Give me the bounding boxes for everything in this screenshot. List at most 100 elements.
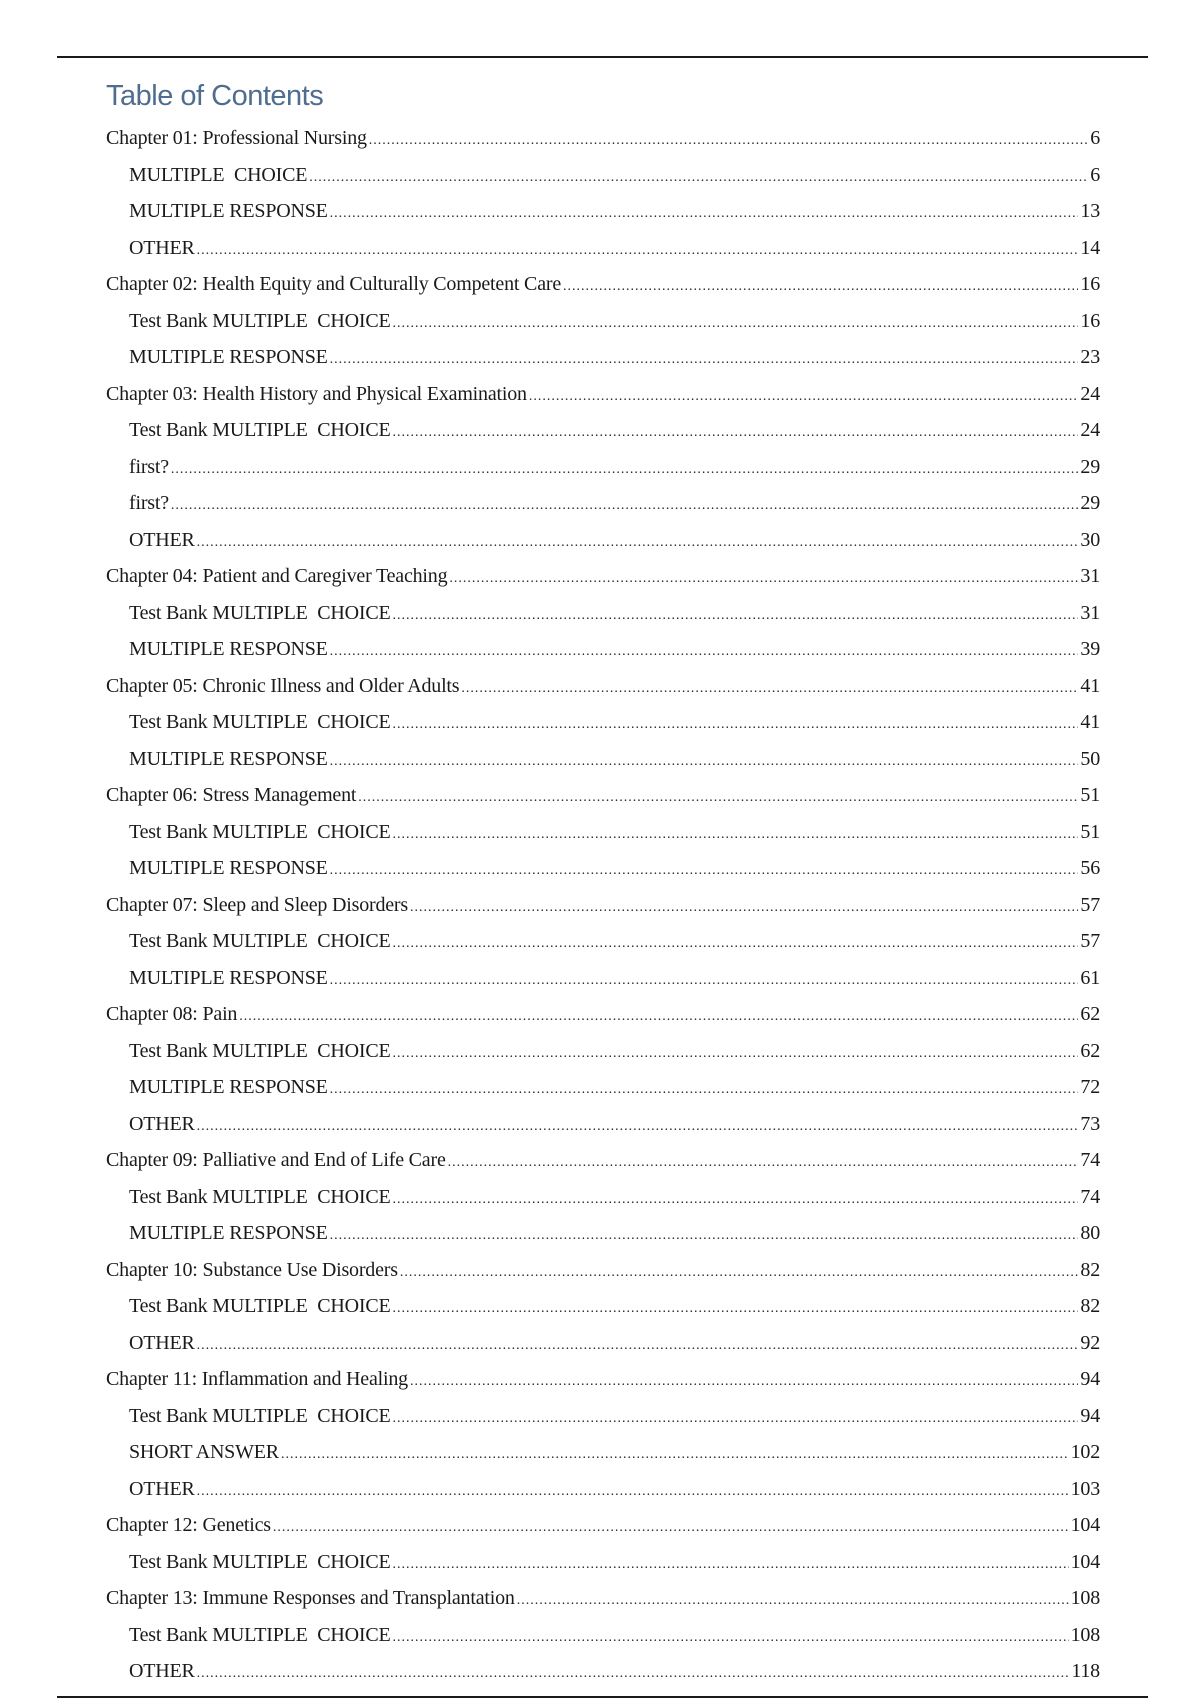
toc-section-entry[interactable]: MULTIPLE RESPONSE 72 xyxy=(106,1069,1100,1106)
dot-leader xyxy=(393,817,1079,854)
toc-section-entry[interactable]: Test Bank MULTIPLE CHOICE 24 xyxy=(106,412,1100,449)
entry-page-number: 23 xyxy=(1080,346,1100,368)
toc-section-entry[interactable]: Test Bank MULTIPLE CHOICE 74 xyxy=(106,1179,1100,1216)
entry-page-number: 24 xyxy=(1080,419,1100,441)
dot-leader xyxy=(393,1547,1069,1584)
entry-label: OTHER xyxy=(129,236,195,259)
dot-leader xyxy=(393,1620,1069,1657)
toc-chapter-entry[interactable]: Chapter 12: Genetics 104 xyxy=(106,1507,1100,1544)
entry-page-number: 108 xyxy=(1070,1587,1101,1609)
entry-label: OTHER xyxy=(129,528,195,551)
toc-section-entry[interactable]: MULTIPLE RESPONSE 39 xyxy=(106,631,1100,668)
entry-page-number: 6 xyxy=(1090,163,1100,186)
dot-leader xyxy=(197,1328,1079,1365)
entry-label: Test Bank MULTIPLE CHOICE xyxy=(129,601,391,624)
dot-leader xyxy=(197,1109,1079,1146)
entry-page-number: 29 xyxy=(1080,455,1100,478)
dot-leader xyxy=(400,1255,1079,1292)
toc-section-entry[interactable]: OTHER 73 xyxy=(106,1106,1100,1143)
toc-section-entry[interactable]: MULTIPLE RESPONSE 61 xyxy=(106,960,1100,997)
entry-label: Chapter 10: Substance Use Disorders xyxy=(106,1258,398,1281)
dot-leader xyxy=(393,1182,1079,1219)
toc-section-entry[interactable]: OTHER 118 xyxy=(106,1653,1100,1690)
dot-leader xyxy=(517,1583,1069,1620)
entry-page-number: 57 xyxy=(1080,893,1100,916)
entry-page-number: 29 xyxy=(1080,492,1100,514)
entry-label: MULTIPLE CHOICE xyxy=(129,163,308,186)
entry-label: Chapter 04: Patient and Caregiver Teachi… xyxy=(106,565,448,587)
entry-label: Chapter 05: Chronic Illness and Older Ad… xyxy=(106,674,460,697)
dot-leader xyxy=(358,780,1078,817)
entry-label: Test Bank MULTIPLE CHOICE xyxy=(129,820,391,843)
entry-label: Test Bank MULTIPLE CHOICE xyxy=(129,1185,391,1208)
dot-leader xyxy=(448,1145,1079,1182)
toc-section-entry[interactable]: MULTIPLE RESPONSE 56 xyxy=(106,850,1100,887)
dot-leader xyxy=(171,488,1078,525)
entry-page-number: 61 xyxy=(1080,966,1100,989)
entry-label: Chapter 01: Professional Nursing xyxy=(106,127,367,149)
toc-section-entry[interactable]: OTHER 30 xyxy=(106,522,1100,559)
dot-leader xyxy=(330,1072,1079,1109)
entry-page-number: 104 xyxy=(1070,1514,1101,1536)
dot-leader xyxy=(171,452,1078,489)
entry-label: MULTIPLE RESPONSE xyxy=(129,857,328,879)
toc-section-entry[interactable]: Test Bank MULTIPLE CHOICE 82 xyxy=(106,1288,1100,1325)
toc-chapter-entry[interactable]: Chapter 04: Patient and Caregiver Teachi… xyxy=(106,558,1100,595)
toc-section-entry[interactable]: Test Bank MULTIPLE CHOICE 57 xyxy=(106,923,1100,960)
entry-label: Test Bank MULTIPLE CHOICE xyxy=(129,1039,391,1062)
entry-label: Chapter 12: Genetics xyxy=(106,1514,271,1536)
entry-label: OTHER xyxy=(129,1331,195,1354)
toc-chapter-entry[interactable]: Chapter 10: Substance Use Disorders 82 xyxy=(106,1252,1100,1289)
entry-page-number: 6 xyxy=(1090,127,1100,149)
toc-chapter-entry[interactable]: Chapter 11: Inflammation and Healing 94 xyxy=(106,1361,1100,1398)
toc-section-entry[interactable]: SHORT ANSWER 102 xyxy=(106,1434,1100,1471)
entry-page-number: 108 xyxy=(1070,1623,1101,1646)
toc-section-entry[interactable]: OTHER 14 xyxy=(106,230,1100,267)
entry-page-number: 118 xyxy=(1071,1660,1100,1682)
entry-label: OTHER xyxy=(129,1112,195,1135)
toc-section-entry[interactable]: MULTIPLE RESPONSE 13 xyxy=(106,193,1100,230)
toc-chapter-entry[interactable]: Chapter 03: Health History and Physical … xyxy=(106,376,1100,413)
entry-label: Chapter 06: Stress Management xyxy=(106,784,357,806)
toc-section-entry[interactable]: Test Bank MULTIPLE CHOICE 62 xyxy=(106,1033,1100,1070)
dot-leader xyxy=(410,1364,1078,1401)
entry-label: MULTIPLE RESPONSE xyxy=(129,747,328,770)
toc-section-entry[interactable]: Test Bank MULTIPLE CHOICE 104 xyxy=(106,1544,1100,1581)
entry-page-number: 51 xyxy=(1080,820,1100,843)
entry-label: MULTIPLE RESPONSE xyxy=(129,966,328,989)
toc-section-entry[interactable]: Test Bank MULTIPLE CHOICE 31 xyxy=(106,595,1100,632)
dot-leader xyxy=(393,598,1079,635)
toc-section-entry[interactable]: Test Bank MULTIPLE CHOICE 51 xyxy=(106,814,1100,851)
toc-section-entry[interactable]: MULTIPLE RESPONSE 50 xyxy=(106,741,1100,778)
toc-chapter-entry[interactable]: Chapter 05: Chronic Illness and Older Ad… xyxy=(106,668,1100,705)
toc-chapter-entry[interactable]: Chapter 09: Palliative and End of Life C… xyxy=(106,1142,1100,1179)
toc-section-entry[interactable]: MULTIPLE CHOICE 6 xyxy=(106,157,1100,194)
toc-section-entry[interactable]: MULTIPLE RESPONSE 23 xyxy=(106,339,1100,376)
entry-page-number: 80 xyxy=(1080,1222,1100,1244)
toc-section-entry[interactable]: Test Bank MULTIPLE CHOICE 108 xyxy=(106,1617,1100,1654)
table-of-contents: Chapter 01: Professional Nursing6MULTIPL… xyxy=(106,120,1100,1690)
entry-label: Test Bank MULTIPLE CHOICE xyxy=(129,1623,391,1646)
toc-section-entry[interactable]: Test Bank MULTIPLE CHOICE 41 xyxy=(106,704,1100,741)
toc-section-entry[interactable]: Test Bank MULTIPLE CHOICE 94 xyxy=(106,1398,1100,1435)
toc-section-entry[interactable]: first? 29 xyxy=(106,485,1100,522)
entry-page-number: 41 xyxy=(1080,711,1100,733)
entry-label: Chapter 08: Pain xyxy=(106,1003,238,1025)
toc-section-entry[interactable]: MULTIPLE RESPONSE 80 xyxy=(106,1215,1100,1252)
dot-leader xyxy=(330,196,1079,233)
footer-rule xyxy=(57,1696,1148,1698)
toc-chapter-entry[interactable]: Chapter 01: Professional Nursing 6 xyxy=(106,120,1100,157)
dot-leader xyxy=(239,999,1078,1036)
entry-page-number: 57 xyxy=(1080,930,1100,952)
entry-page-number: 94 xyxy=(1080,1404,1100,1427)
toc-chapter-entry[interactable]: Chapter 06: Stress Management 51 xyxy=(106,777,1100,814)
entry-label: Chapter 02: Health Equity and Culturally… xyxy=(106,273,562,295)
toc-chapter-entry[interactable]: Chapter 07: Sleep and Sleep Disorders 57 xyxy=(106,887,1100,924)
toc-chapter-entry[interactable]: Chapter 13: Immune Responses and Transpl… xyxy=(106,1580,1100,1617)
toc-section-entry[interactable]: OTHER 103 xyxy=(106,1471,1100,1508)
toc-section-entry[interactable]: first? 29 xyxy=(106,449,1100,486)
toc-section-entry[interactable]: Test Bank MULTIPLE CHOICE 16 xyxy=(106,303,1100,340)
toc-chapter-entry[interactable]: Chapter 08: Pain 62 xyxy=(106,996,1100,1033)
toc-chapter-entry[interactable]: Chapter 02: Health Equity and Culturally… xyxy=(106,266,1100,303)
toc-section-entry[interactable]: OTHER 92 xyxy=(106,1325,1100,1362)
